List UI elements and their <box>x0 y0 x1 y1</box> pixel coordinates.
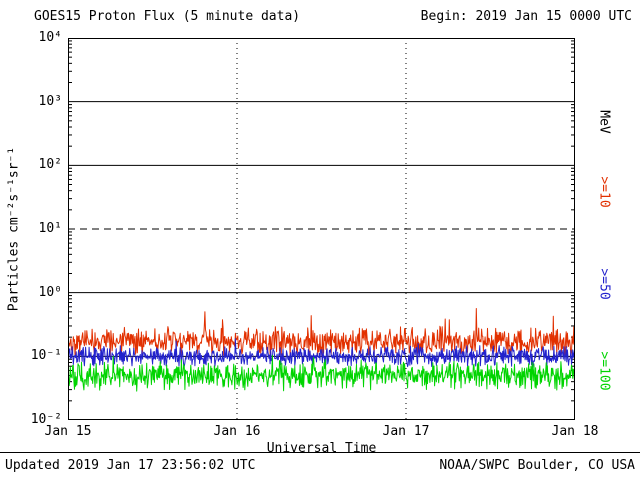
y-tick-label: 10⁻¹ <box>30 348 62 363</box>
right-label-mev: MeV <box>596 110 612 134</box>
flux-plot-svg <box>68 38 575 420</box>
y-tick-label: 10⁻² <box>30 412 62 427</box>
plot-area <box>68 38 575 420</box>
y-tick-label: 10³ <box>38 94 62 109</box>
y-tick-label: 10⁴ <box>38 30 62 45</box>
y-tick-label: 10² <box>38 157 62 172</box>
y-tick-label: 10⁰ <box>38 285 62 300</box>
x-tick-label: Jan 15 <box>44 424 92 439</box>
source-label: NOAA/SWPC Boulder, CO USA <box>439 458 635 473</box>
chart-title: GOES15 Proton Flux (5 minute data) <box>34 9 301 24</box>
updated-timestamp: Updated 2019 Jan 17 23:56:02 UTC <box>5 458 256 473</box>
right-label-ge50: >=50 <box>596 268 612 300</box>
x-tick-label: Jan 18 <box>551 424 599 439</box>
y-tick-label: 10¹ <box>38 221 62 236</box>
right-label-ge100: >=100 <box>596 351 612 391</box>
x-tick-label: Jan 17 <box>382 424 430 439</box>
series-line-1 <box>68 338 575 368</box>
x-axis-label: Universal Time <box>266 441 377 456</box>
right-label-ge10: >=10 <box>596 176 612 208</box>
footer-divider <box>0 452 640 453</box>
begin-label: Begin: 2019 Jan 15 0000 UTC <box>420 9 632 24</box>
series-line-2 <box>68 354 575 392</box>
plot-frame <box>68 38 575 420</box>
x-tick-label: Jan 16 <box>213 424 261 439</box>
